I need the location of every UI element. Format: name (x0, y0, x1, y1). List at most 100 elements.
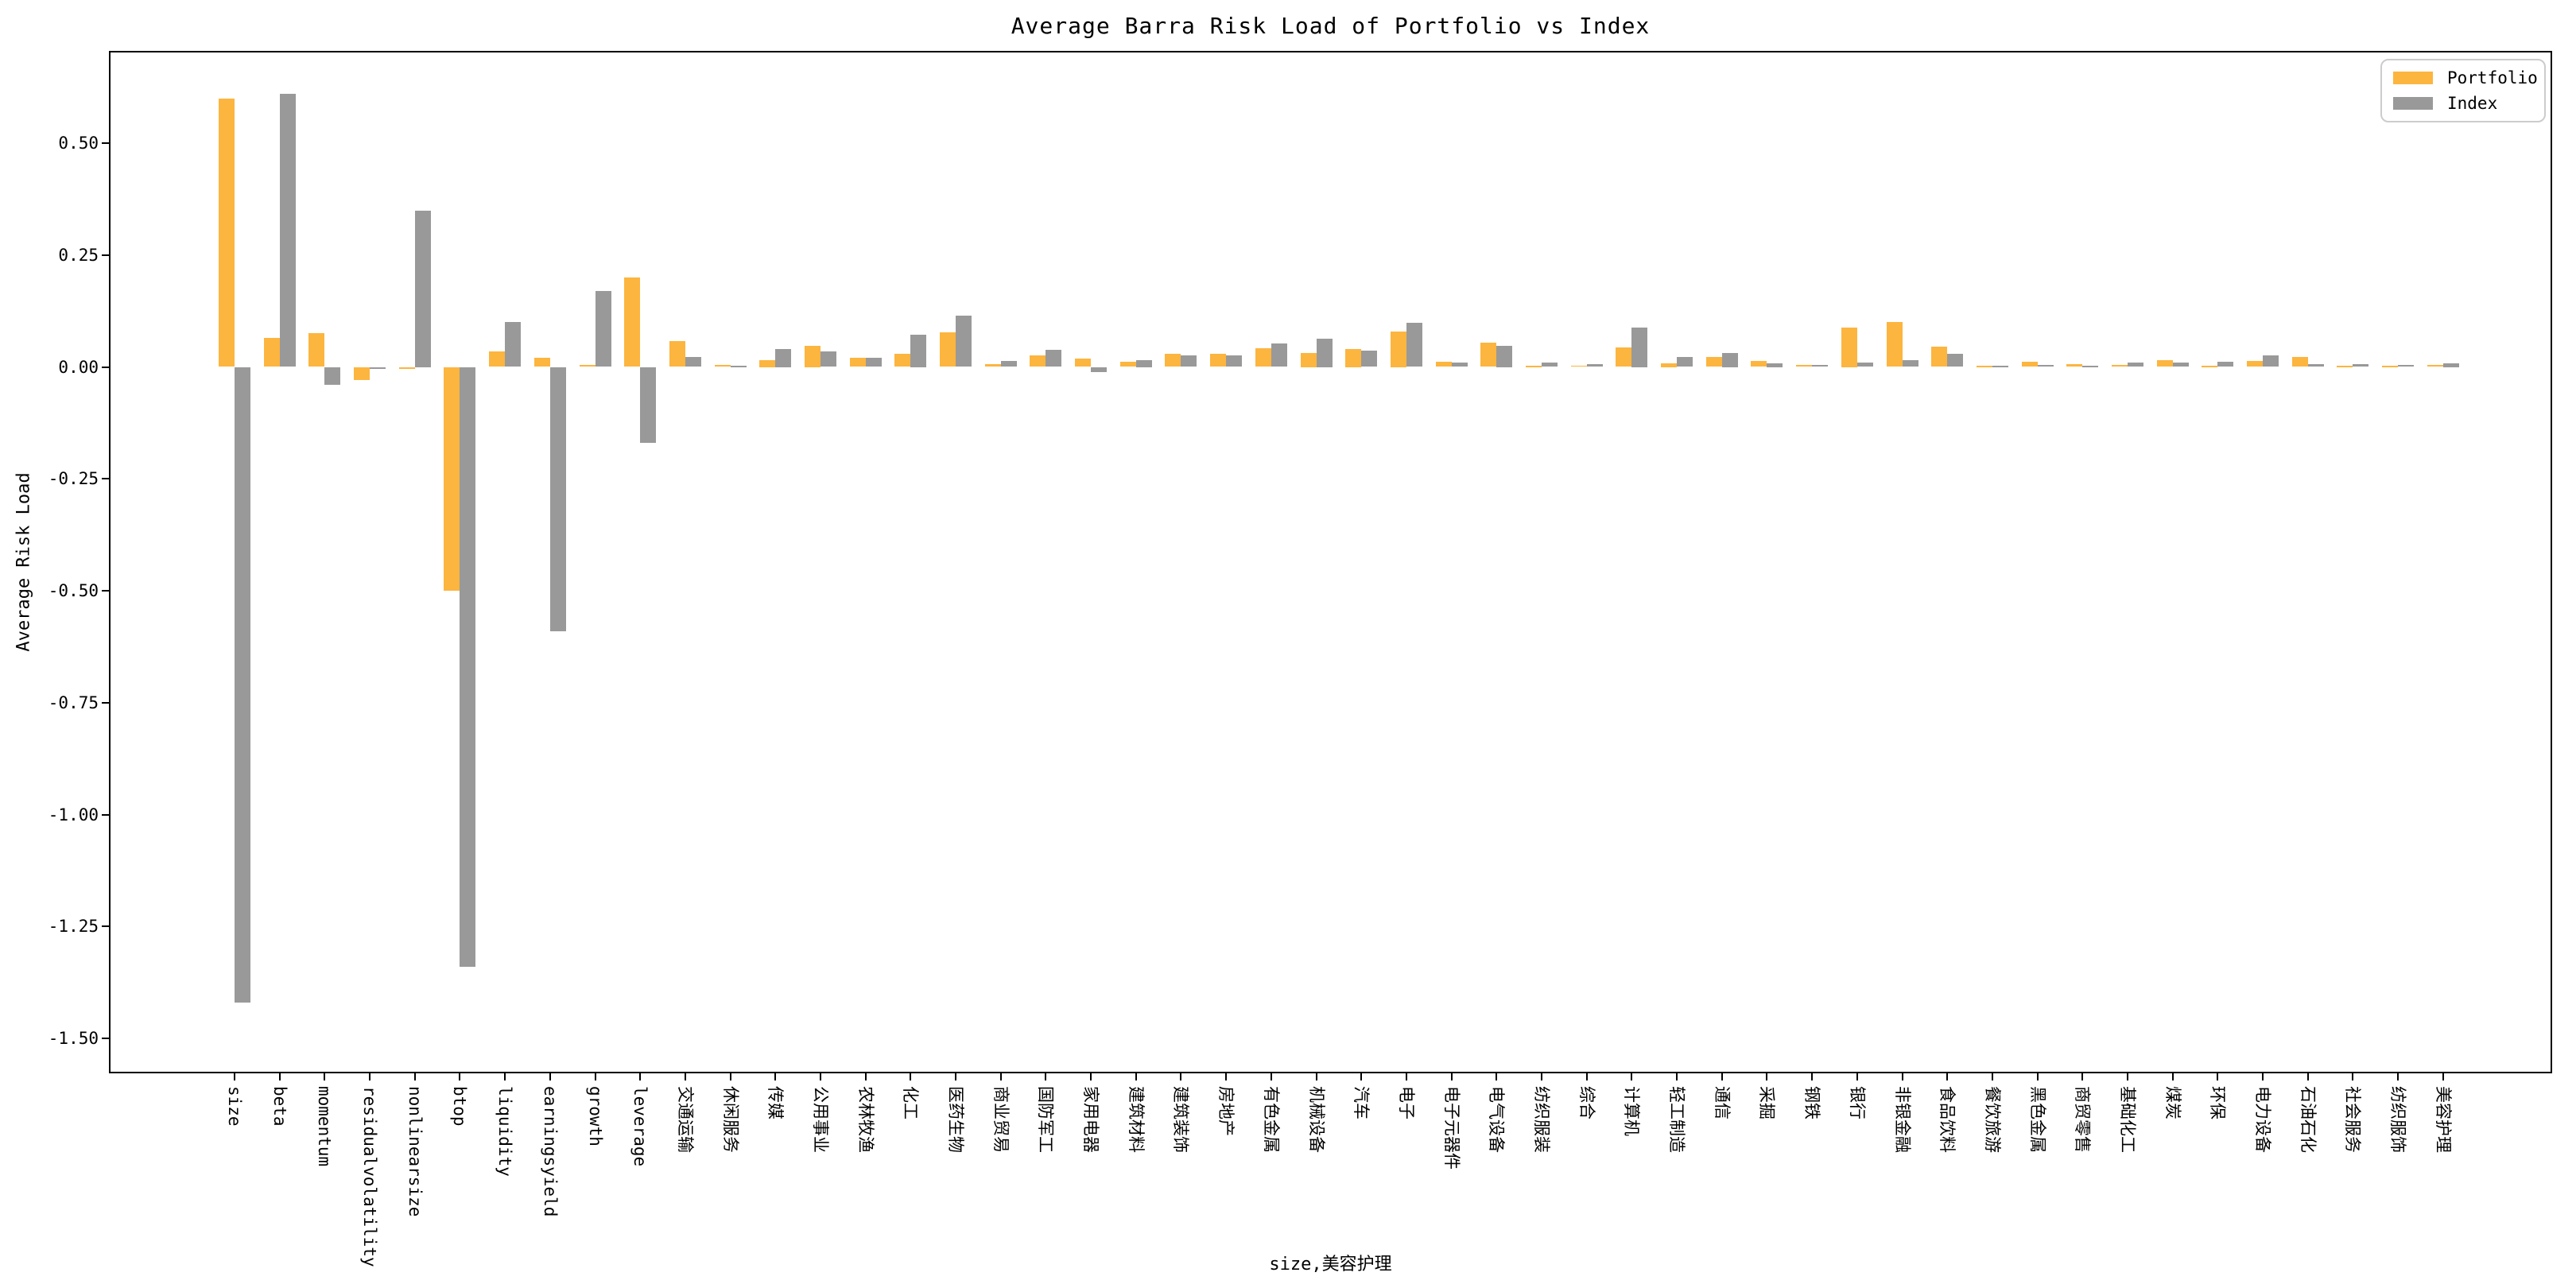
x-tick-mark (819, 1073, 821, 1080)
x-tick-mark (504, 1073, 506, 1080)
x-tick-mark (1090, 1073, 1092, 1080)
y-axis-label: Average Risk Load (14, 472, 34, 652)
bar-index-电气设备 (1496, 345, 1513, 367)
x-tick-mark (1135, 1073, 1137, 1080)
bar-index-轻工制造 (1677, 357, 1693, 367)
bar-portfolio-建筑材料 (1119, 361, 1136, 367)
bar-index-农林牧渔 (865, 357, 882, 367)
bar-portfolio-房地产 (1210, 353, 1227, 367)
bar-portfolio-电子 (1390, 331, 1406, 367)
bar-index-earningsyield (549, 367, 566, 631)
x-tick-mark (549, 1073, 551, 1080)
x-tick-mark (729, 1073, 731, 1080)
bar-index-nonlinearsize (414, 210, 431, 367)
bar-index-石油石化 (2307, 363, 2324, 367)
x-tick-label: 石油石化 (2298, 1086, 2318, 1153)
x-tick-mark (1225, 1073, 1228, 1080)
x-tick-label: 轻工制造 (1667, 1086, 1687, 1153)
bar-index-公用事业 (820, 351, 836, 367)
x-tick-label: 农林牧渔 (855, 1086, 875, 1153)
bar-index-momentum (324, 367, 341, 385)
x-tick-label: 基础化工 (2117, 1086, 2137, 1153)
bar-portfolio-传媒 (759, 359, 776, 367)
bar-portfolio-国防军工 (1030, 355, 1046, 367)
x-tick-mark (999, 1073, 1002, 1080)
bar-portfolio-商贸零售 (2066, 364, 2083, 367)
bar-portfolio-化工 (894, 353, 911, 367)
x-tick-mark (955, 1073, 957, 1080)
x-tick-mark (369, 1073, 371, 1080)
bar-portfolio-汽车 (1345, 349, 1362, 367)
y-tick-mark (102, 1038, 109, 1039)
x-tick-mark (1180, 1073, 1182, 1080)
x-tick-mark (1856, 1073, 1858, 1080)
x-tick-mark (774, 1073, 777, 1080)
x-tick-mark (1270, 1073, 1272, 1080)
bar-portfolio-电子元器件 (1435, 362, 1452, 367)
y-tick-mark (102, 590, 109, 592)
y-tick-mark (102, 813, 109, 816)
x-tick-mark (1721, 1073, 1723, 1080)
bar-portfolio-beta (263, 337, 280, 367)
x-tick-label: 传媒 (766, 1086, 786, 1119)
bar-portfolio-轻工制造 (1661, 363, 1678, 367)
x-tick-label: 美容护理 (2433, 1086, 2453, 1153)
chart-title: Average Barra Risk Load of Portfolio vs … (1011, 13, 1651, 39)
plot-border (109, 51, 2552, 1073)
x-tick-label: 纺织服装 (1532, 1086, 1551, 1153)
x-tick-mark (1541, 1073, 1542, 1080)
x-tick-mark (2081, 1073, 2084, 1080)
portfolio-color-swatch (2393, 72, 2433, 84)
x-tick-label: 社会服务 (2343, 1086, 2363, 1153)
bar-index-国防军工 (1046, 350, 1062, 367)
bar-portfolio-综合 (1570, 365, 1587, 367)
bar-portfolio-非银金融 (1886, 322, 1903, 367)
x-tick-label: 有色金属 (1261, 1086, 1281, 1153)
legend-entry-portfolio: Portfolio (2393, 69, 2538, 87)
bar-index-建筑材料 (1135, 359, 1152, 367)
bar-portfolio-基础化工 (2111, 364, 2128, 367)
y-tick-label: 0.25 (58, 245, 99, 265)
bar-portfolio-采掘 (1751, 361, 1767, 367)
y-tick-label: -0.75 (48, 692, 99, 712)
x-tick-mark (1405, 1073, 1407, 1080)
x-tick-mark (864, 1073, 867, 1080)
bar-index-银行 (1856, 363, 1873, 367)
bar-index-汽车 (1361, 350, 1378, 367)
x-tick-label: earningsyield (540, 1086, 560, 1217)
bar-portfolio-liquidity (489, 351, 506, 367)
x-tick-mark (1360, 1073, 1363, 1080)
bar-index-食品饮料 (1947, 353, 1964, 367)
x-tick-label: 医药生物 (946, 1086, 966, 1153)
y-tick-mark (102, 478, 109, 480)
x-tick-mark (910, 1073, 912, 1080)
x-tick-mark (1045, 1073, 1047, 1080)
x-tick-label: 国防军工 (1036, 1086, 1056, 1153)
y-tick-label: -0.50 (48, 581, 99, 600)
x-tick-label: leverage (630, 1086, 650, 1167)
x-tick-mark (278, 1073, 281, 1080)
x-tick-label: 商业贸易 (991, 1086, 1011, 1153)
bar-portfolio-建筑装饰 (1165, 353, 1181, 367)
bar-portfolio-通信 (1705, 357, 1722, 367)
x-tick-mark (2262, 1073, 2264, 1080)
x-tick-label: 通信 (1712, 1086, 1732, 1119)
bar-index-综合 (1586, 363, 1603, 367)
x-tick-mark (413, 1073, 416, 1080)
bar-portfolio-食品饮料 (1931, 346, 1948, 367)
x-tick-label: 机械设备 (1306, 1086, 1326, 1153)
bar-index-商贸零售 (2082, 366, 2099, 367)
bar-portfolio-银行 (1841, 328, 1857, 367)
x-tick-label: 建筑材料 (1126, 1086, 1146, 1153)
bar-portfolio-医药生物 (940, 332, 956, 367)
x-tick-mark (2217, 1073, 2219, 1080)
bar-portfolio-交通运输 (669, 340, 685, 367)
bar-portfolio-电气设备 (1480, 343, 1497, 367)
bar-index-residualvolatility (370, 367, 386, 370)
bar-portfolio-earningsyield (533, 358, 550, 367)
bar-portfolio-美容护理 (2427, 364, 2443, 367)
x-tick-label: momentum (315, 1086, 335, 1167)
x-tick-mark (1991, 1073, 1993, 1080)
bar-portfolio-nonlinearsize (398, 367, 415, 370)
